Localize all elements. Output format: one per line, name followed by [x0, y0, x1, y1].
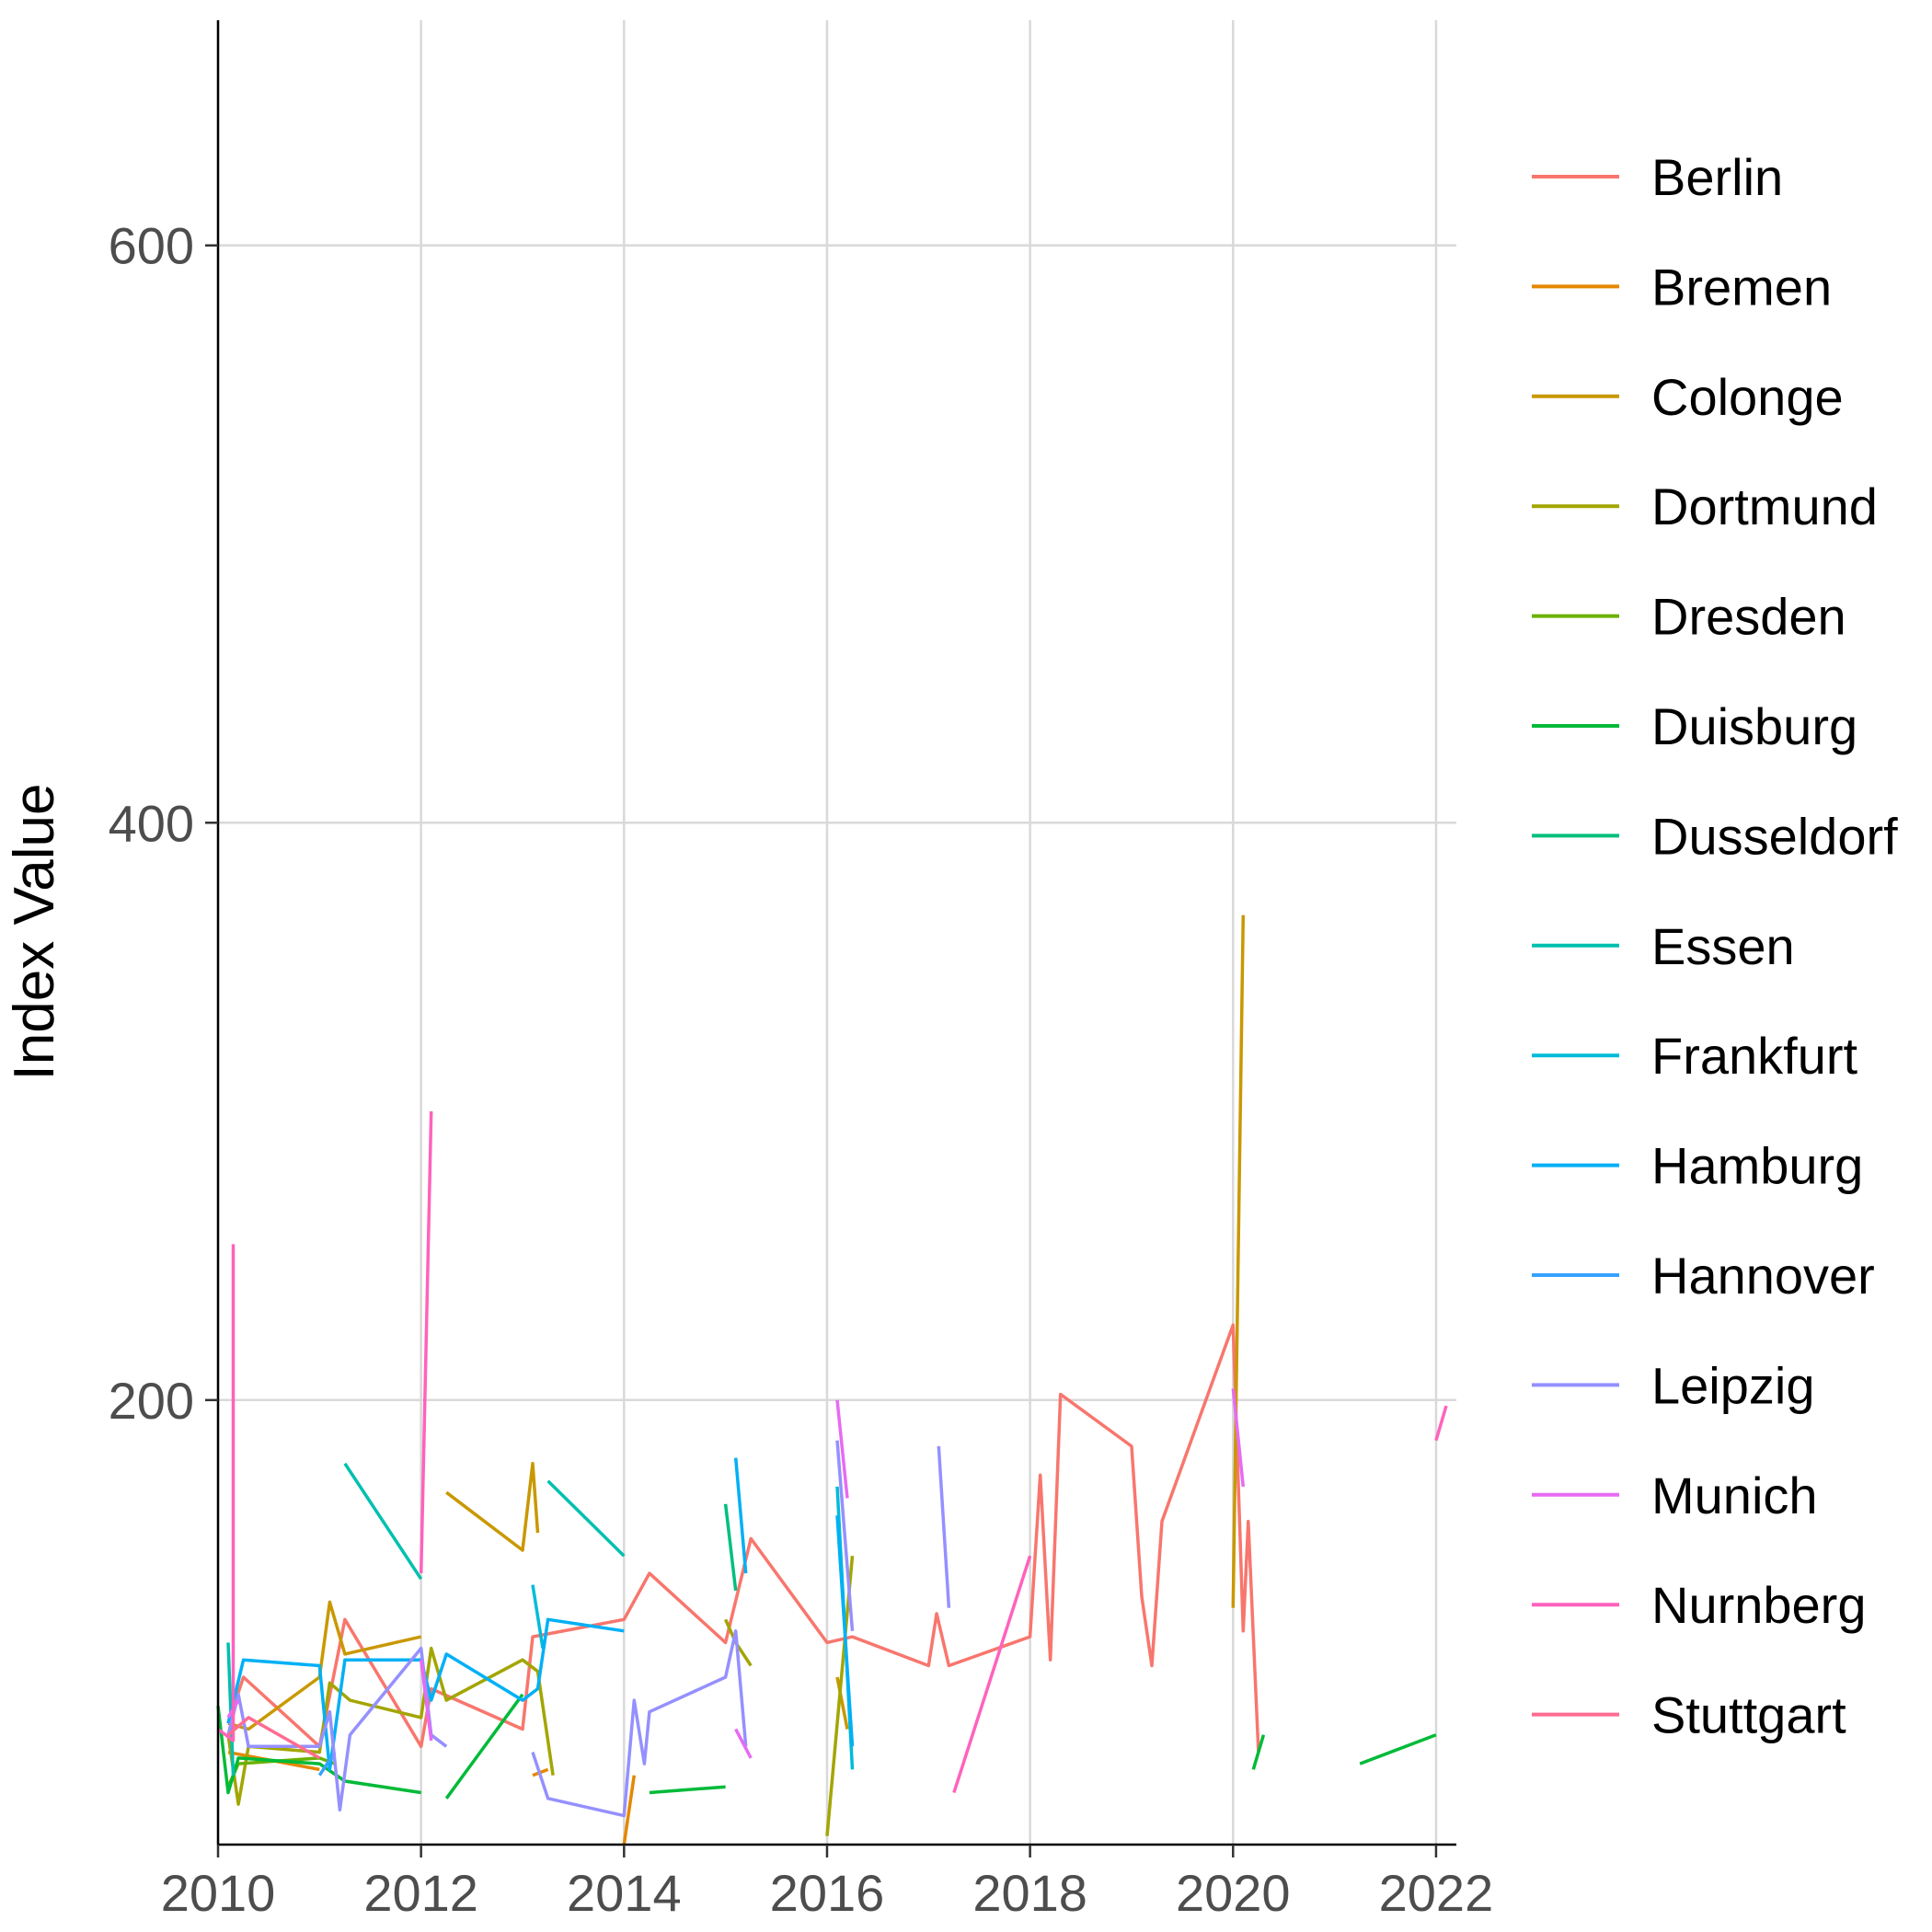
- legend-item: Leipzig: [1532, 1356, 1814, 1414]
- y-tick-label: 400: [109, 794, 194, 852]
- series-line-duisburg: [444, 1693, 524, 1800]
- x-tick-label: 2012: [363, 1864, 478, 1922]
- series-line-leipzig: [835, 1440, 855, 1631]
- series-line-nurnberg: [952, 1555, 1032, 1794]
- axes: [216, 20, 1456, 1846]
- legend-item: Duisburg: [1532, 697, 1857, 755]
- legend-label: Frankfurt: [1651, 1027, 1857, 1085]
- series-line-leipzig: [531, 1629, 748, 1818]
- series-line-hannover: [317, 1751, 337, 1777]
- legend-item: Dortmund: [1532, 477, 1878, 535]
- series-line-hamburg: [835, 1515, 855, 1747]
- legend-item: Dresden: [1532, 588, 1846, 646]
- legend-label: Bremen: [1651, 258, 1832, 316]
- legend-item: Frankfurt: [1532, 1027, 1857, 1085]
- series-line-munich: [1231, 1388, 1246, 1488]
- legend-item: Berlin: [1532, 148, 1783, 206]
- legend-item: Bremen: [1532, 258, 1832, 316]
- y-tick-label: 600: [109, 217, 194, 275]
- legend-item: Essen: [1532, 917, 1795, 975]
- y-axis-title: Index Value: [3, 784, 66, 1081]
- legend-label: Dresden: [1651, 588, 1846, 646]
- legend-label: Munich: [1651, 1466, 1818, 1524]
- legend-label: Nurnberg: [1651, 1576, 1866, 1634]
- series-line-bremen: [622, 1775, 637, 1846]
- legend-item: Hannover: [1532, 1247, 1875, 1305]
- series-line-duisburg: [216, 1706, 421, 1795]
- series-line-munich: [419, 1659, 433, 1742]
- series-line-dortmund: [226, 1646, 555, 1806]
- x-tick-label: 2020: [1176, 1864, 1291, 1922]
- legend-label: Colonge: [1651, 368, 1844, 426]
- legend-label: Stuttgart: [1651, 1686, 1846, 1744]
- y-tick-label: 200: [109, 1372, 194, 1430]
- x-tick-label: 2014: [567, 1864, 682, 1922]
- x-tick-label: 2018: [972, 1864, 1087, 1922]
- series-line-dortmund: [825, 1556, 855, 1836]
- x-tick-label: 2022: [1379, 1864, 1494, 1922]
- legend-item: Hamburg: [1532, 1137, 1863, 1195]
- series-line-munich: [835, 1399, 849, 1499]
- legend-item: Stuttgart: [1532, 1686, 1846, 1744]
- legend-label: Dusseldorf: [1651, 807, 1898, 865]
- series-lines: [216, 914, 1448, 1846]
- series-line-essen: [546, 1479, 626, 1558]
- legend-label: Hannover: [1651, 1247, 1875, 1305]
- x-tick-label: 2010: [161, 1864, 276, 1922]
- series-line-stuttgart: [226, 1716, 321, 1760]
- series-line-colonge: [445, 1462, 540, 1552]
- legend-label: Leipzig: [1651, 1356, 1814, 1414]
- series-line-nurnberg: [1434, 1405, 1448, 1442]
- ticks: 2010 2012 2014 2016 2018 2020 2022 200 400 600: [109, 217, 1494, 1922]
- series-line-colonge: [835, 1676, 849, 1730]
- x-tick-label: 2016: [770, 1864, 885, 1922]
- series-line-leipzig: [937, 1445, 951, 1608]
- series-line-hamburg: [733, 1457, 748, 1574]
- series-line-duisburg: [649, 1785, 726, 1795]
- legend-item: Colonge: [1532, 368, 1844, 426]
- series-line-colonge: [1231, 914, 1246, 1608]
- legend-item: Nurnberg: [1532, 1576, 1866, 1634]
- legend-item: Dusseldorf: [1532, 807, 1898, 865]
- series-line-dusseldorf: [723, 1503, 738, 1592]
- series-line-essen: [343, 1462, 423, 1581]
- series-line-munich: [734, 1728, 753, 1759]
- series-line-duisburg: [1359, 1733, 1437, 1765]
- series-line-leipzig: [226, 1646, 448, 1812]
- legend-label: Dortmund: [1651, 477, 1878, 535]
- gridlines: [216, 20, 1456, 1845]
- series-line-nurnberg: [419, 1110, 433, 1574]
- series-line-duisburg: [1251, 1734, 1266, 1770]
- legend-label: Essen: [1651, 917, 1795, 975]
- series-line-frankfurt: [531, 1584, 545, 1649]
- legend-label: Berlin: [1651, 148, 1783, 206]
- series-line-nurnberg: [216, 1244, 236, 1742]
- legend-label: Duisburg: [1651, 697, 1857, 755]
- legend: Berlin Bremen Colonge Dortmund Dresden Duisbu…: [1532, 148, 1898, 1744]
- legend-label: Hamburg: [1651, 1137, 1863, 1195]
- legend-item: Munich: [1532, 1466, 1818, 1524]
